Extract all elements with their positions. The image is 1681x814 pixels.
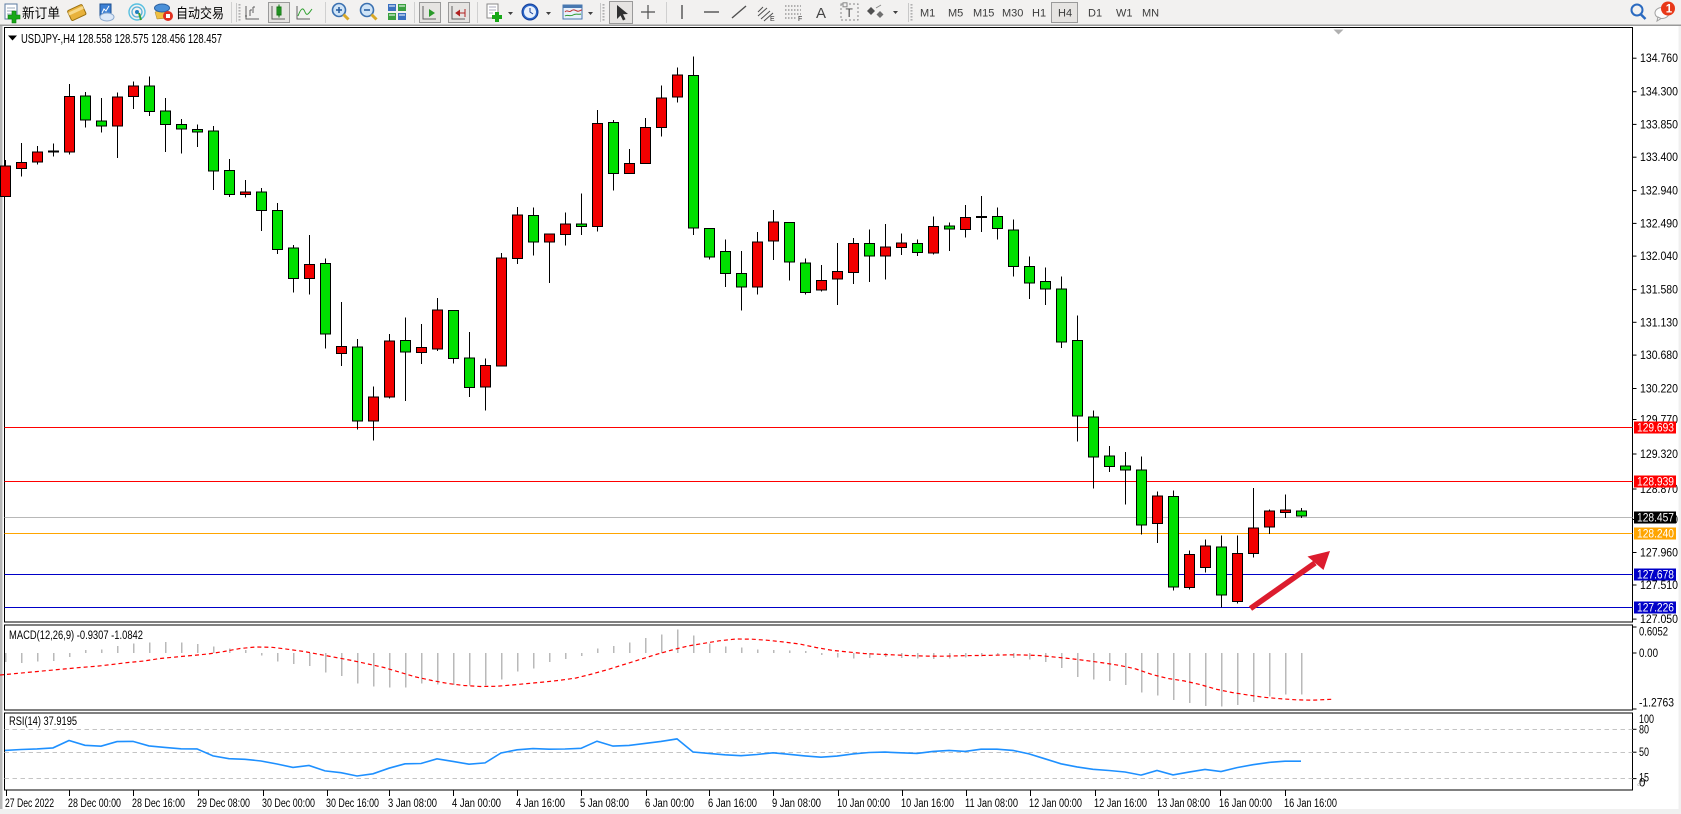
- svg-text:4 Jan 00:00: 4 Jan 00:00: [452, 798, 501, 810]
- svg-text:MACD(12,26,9) -0.9307 -1.0842: MACD(12,26,9) -0.9307 -1.0842: [9, 630, 143, 642]
- svg-text:RSI(14) 37.9195: RSI(14) 37.9195: [9, 716, 77, 728]
- svg-text:13 Jan 08:00: 13 Jan 08:00: [1157, 798, 1210, 810]
- svg-text:0.00: 0.00: [1639, 648, 1658, 660]
- svg-text:12 Jan 00:00: 12 Jan 00:00: [1029, 798, 1082, 810]
- svg-text:USDJPY-,H4 128.558 128.575 12: USDJPY-,H4 128.558 128.575 128.456 128.4…: [21, 32, 222, 46]
- svg-text:127.050: 127.050: [1640, 614, 1678, 626]
- svg-text:28 Dec 00:00: 28 Dec 00:00: [68, 798, 121, 810]
- svg-text:H1: H1: [1032, 8, 1046, 20]
- svg-text:129.320: 129.320: [1640, 449, 1678, 461]
- svg-text:127.678: 127.678: [1637, 570, 1674, 582]
- svg-text:131.580: 131.580: [1640, 285, 1678, 297]
- svg-text:3 Jan 08:00: 3 Jan 08:00: [388, 798, 437, 810]
- svg-text:133.850: 133.850: [1640, 119, 1678, 131]
- svg-text:128.240: 128.240: [1637, 529, 1674, 541]
- svg-text:T: T: [846, 6, 854, 20]
- svg-text:M30: M30: [1002, 8, 1023, 20]
- svg-text:131.130: 131.130: [1640, 317, 1678, 329]
- svg-text:127.960: 127.960: [1640, 548, 1678, 560]
- svg-text:10 Jan 16:00: 10 Jan 16:00: [901, 798, 954, 810]
- svg-text:132.940: 132.940: [1640, 186, 1678, 198]
- svg-text:50: 50: [1639, 747, 1649, 759]
- svg-text:♂: ♂: [1636, 779, 1643, 789]
- svg-text:128.939: 128.939: [1637, 477, 1674, 489]
- svg-text:130.680: 130.680: [1640, 350, 1678, 362]
- svg-text:134.300: 134.300: [1640, 87, 1678, 99]
- svg-text:129.693: 129.693: [1637, 423, 1674, 435]
- svg-text:130.220: 130.220: [1640, 384, 1678, 396]
- svg-text:16 Jan 16:00: 16 Jan 16:00: [1284, 798, 1337, 810]
- svg-text:M5: M5: [948, 8, 963, 20]
- svg-text:100: 100: [1639, 714, 1654, 726]
- svg-text:29 Dec 08:00: 29 Dec 08:00: [197, 798, 250, 810]
- svg-text:W1: W1: [1116, 8, 1133, 20]
- svg-text:D1: D1: [1088, 8, 1102, 20]
- svg-text:10 Jan 00:00: 10 Jan 00:00: [837, 798, 890, 810]
- svg-text:11 Jan 08:00: 11 Jan 08:00: [965, 798, 1018, 810]
- svg-text:80: 80: [1639, 724, 1649, 736]
- svg-text:27 Dec 2022: 27 Dec 2022: [5, 798, 54, 810]
- svg-text:133.400: 133.400: [1640, 152, 1678, 164]
- svg-text:30 Dec 16:00: 30 Dec 16:00: [326, 798, 379, 810]
- svg-text:12 Jan 16:00: 12 Jan 16:00: [1094, 798, 1147, 810]
- svg-text:127.510: 127.510: [1640, 580, 1678, 592]
- svg-text:5 Jan 08:00: 5 Jan 08:00: [580, 798, 629, 810]
- svg-text:4 Jan 16:00: 4 Jan 16:00: [516, 798, 565, 810]
- svg-text:新订单: 新订单: [22, 6, 60, 21]
- svg-text:M1: M1: [920, 8, 935, 20]
- svg-text:16 Jan 00:00: 16 Jan 00:00: [1219, 798, 1272, 810]
- svg-text:6 Jan 16:00: 6 Jan 16:00: [708, 798, 757, 810]
- svg-text:M15: M15: [973, 8, 994, 20]
- svg-text:6 Jan 00:00: 6 Jan 00:00: [645, 798, 694, 810]
- svg-text:-1.2763: -1.2763: [1639, 698, 1674, 710]
- svg-text:28 Dec 16:00: 28 Dec 16:00: [132, 798, 185, 810]
- svg-text:0: 0: [1639, 778, 1645, 790]
- svg-text:A: A: [816, 5, 826, 22]
- svg-text:127.226: 127.226: [1637, 603, 1674, 615]
- svg-text:9 Jan 08:00: 9 Jan 08:00: [772, 798, 821, 810]
- svg-text:1: 1: [1666, 4, 1673, 16]
- svg-text:H4: H4: [1058, 8, 1072, 20]
- svg-text:0.6052: 0.6052: [1639, 627, 1668, 639]
- svg-text:15: 15: [1639, 773, 1649, 785]
- svg-text:132.490: 132.490: [1640, 218, 1678, 230]
- svg-text:30 Dec 00:00: 30 Dec 00:00: [262, 798, 315, 810]
- svg-text:128.457: 128.457: [1637, 513, 1674, 525]
- svg-text:MN: MN: [1142, 8, 1159, 20]
- svg-text:134.760: 134.760: [1640, 53, 1678, 65]
- svg-text:自动交易: 自动交易: [176, 5, 224, 21]
- svg-text:132.040: 132.040: [1640, 251, 1678, 263]
- svg-text:E: E: [770, 16, 775, 23]
- svg-text:F: F: [798, 16, 802, 23]
